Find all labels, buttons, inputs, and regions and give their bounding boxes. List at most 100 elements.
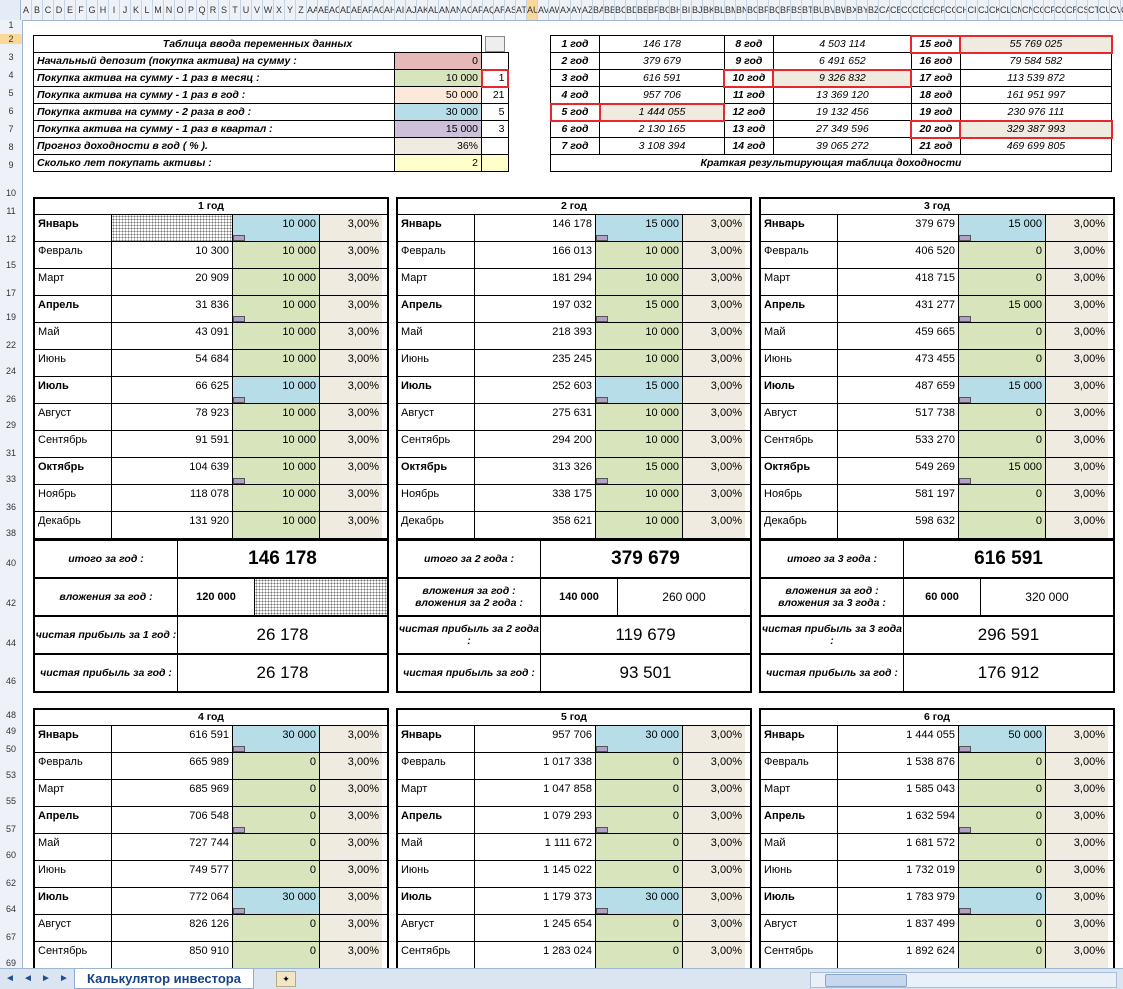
month-purchase-amount[interactable]: 0 <box>959 942 1046 968</box>
row-header[interactable]: 6 <box>8 106 14 116</box>
month-rate[interactable]: 3,00% <box>1046 915 1108 941</box>
column-header[interactable]: AF <box>362 0 373 20</box>
column-header[interactable]: BM <box>725 0 736 20</box>
column-header[interactable]: AA <box>307 0 318 20</box>
month-purchase-amount[interactable]: 10 000 <box>233 269 320 295</box>
month-rate[interactable]: 3,00% <box>320 512 382 538</box>
column-header[interactable]: BE <box>637 0 648 20</box>
month-purchase-amount[interactable]: 10 000 <box>233 242 320 268</box>
month-balance[interactable]: 487 659 <box>838 377 959 403</box>
month-purchase-amount[interactable]: 0 <box>596 753 683 779</box>
month-purchase-amount[interactable]: 10 000 <box>596 485 683 511</box>
month-purchase-amount[interactable]: 0 <box>959 512 1046 538</box>
row-header[interactable]: 60 <box>5 850 16 860</box>
row-header[interactable]: 2 <box>0 34 22 44</box>
column-header[interactable]: BK <box>703 0 714 20</box>
month-balance[interactable]: 1 111 672 <box>475 834 596 860</box>
column-header[interactable]: BD <box>626 0 637 20</box>
row-header[interactable]: 33 <box>5 474 16 484</box>
month-rate[interactable]: 3,00% <box>320 350 382 376</box>
month-purchase-amount[interactable]: 10 000 <box>596 323 683 349</box>
month-purchase-amount[interactable]: 0 <box>959 323 1046 349</box>
column-header[interactable]: X <box>274 0 285 20</box>
row-header[interactable]: 50 <box>5 744 16 754</box>
column-header[interactable]: H <box>98 0 109 20</box>
month-purchase-amount[interactable]: 15 000 <box>959 377 1046 403</box>
month-purchase-amount[interactable]: 0 <box>596 834 683 860</box>
row-header[interactable]: 29 <box>5 420 16 430</box>
row-header[interactable]: 8 <box>8 142 14 152</box>
investment-total-value[interactable]: 320 000 <box>1025 590 1069 604</box>
column-header[interactable]: BG <box>659 0 670 20</box>
month-balance[interactable]: 616 591 <box>112 726 233 752</box>
month-purchase-amount[interactable]: 15 000 <box>959 296 1046 322</box>
month-purchase-amount[interactable]: 10 000 <box>233 323 320 349</box>
row-header[interactable]: 53 <box>5 770 16 780</box>
row-header[interactable]: 11 <box>6 206 16 216</box>
month-rate[interactable]: 3,00% <box>1046 377 1108 403</box>
column-header[interactable]: C <box>43 0 54 20</box>
month-rate[interactable]: 3,00% <box>683 458 745 484</box>
month-purchase-amount[interactable]: 15 000 <box>959 458 1046 484</box>
month-balance[interactable]: 338 175 <box>475 485 596 511</box>
column-header[interactable]: BH <box>670 0 681 20</box>
month-purchase-amount[interactable]: 0 <box>233 834 320 860</box>
month-balance[interactable]: 1 444 055 <box>838 726 959 752</box>
row-header[interactable]: 67 <box>5 932 16 942</box>
row-header[interactable]: 3 <box>8 52 14 62</box>
column-header[interactable]: AP <box>472 0 483 20</box>
column-header[interactable]: CA <box>879 0 890 20</box>
column-header[interactable]: AL <box>428 0 439 20</box>
column-header[interactable]: AC <box>329 0 340 20</box>
column-header[interactable]: Y <box>285 0 296 20</box>
column-header[interactable]: CB <box>890 0 901 20</box>
row-header[interactable]: 44 <box>5 638 16 648</box>
column-header[interactable]: J <box>120 0 131 20</box>
column-header[interactable]: AZ <box>582 0 593 20</box>
row-header[interactable]: 40 <box>5 558 16 568</box>
month-rate[interactable]: 3,00% <box>320 942 382 968</box>
column-header[interactable]: AR <box>494 0 505 20</box>
month-rate[interactable]: 3,00% <box>320 780 382 806</box>
input-extra-cell[interactable] <box>481 52 509 70</box>
total-value[interactable]: 379 679 <box>611 548 680 569</box>
row-header[interactable]: 17 <box>5 288 16 298</box>
column-header[interactable]: AU <box>527 0 538 20</box>
month-purchase-amount[interactable]: 10 000 <box>233 431 320 457</box>
month-purchase-amount[interactable]: 10 000 <box>596 431 683 457</box>
month-rate[interactable]: 3,00% <box>320 269 382 295</box>
column-header[interactable]: V <box>252 0 263 20</box>
column-header[interactable]: Q <box>197 0 208 20</box>
month-balance[interactable]: 533 270 <box>838 431 959 457</box>
month-balance[interactable]: 706 548 <box>112 807 233 833</box>
month-rate[interactable]: 3,00% <box>683 350 745 376</box>
row-header[interactable]: 19 <box>5 312 16 322</box>
month-purchase-amount[interactable]: 15 000 <box>596 296 683 322</box>
month-balance[interactable]: 131 920 <box>112 512 233 538</box>
column-header[interactable]: F <box>76 0 87 20</box>
column-header[interactable]: AO <box>461 0 472 20</box>
column-header[interactable]: CW <box>1121 0 1123 20</box>
month-rate[interactable]: 3,00% <box>1046 269 1108 295</box>
month-rate[interactable]: 3,00% <box>1046 834 1108 860</box>
month-purchase-amount[interactable]: 0 <box>959 888 1046 914</box>
row-header[interactable]: 22 <box>5 340 16 350</box>
insert-sheet-icon[interactable]: ✦ <box>276 971 296 987</box>
row-header[interactable]: 62 <box>5 878 16 888</box>
column-header[interactable]: AM <box>439 0 450 20</box>
month-purchase-amount[interactable]: 0 <box>233 861 320 887</box>
row-header[interactable]: 57 <box>5 824 16 834</box>
month-balance[interactable]: 252 603 <box>475 377 596 403</box>
column-header[interactable]: D <box>54 0 65 20</box>
month-rate[interactable]: 3,00% <box>683 726 745 752</box>
column-header[interactable]: CE <box>923 0 934 20</box>
input-value-cell[interactable]: 0 <box>394 52 482 70</box>
month-rate[interactable]: 3,00% <box>1046 753 1108 779</box>
month-balance[interactable]: 749 577 <box>112 861 233 887</box>
row-header[interactable]: 46 <box>5 676 16 686</box>
column-header[interactable]: AT <box>516 0 527 20</box>
month-purchase-amount[interactable]: 10 000 <box>596 404 683 430</box>
month-balance[interactable]: 1 681 572 <box>838 834 959 860</box>
investment-year-value[interactable]: 60 000 <box>904 579 981 615</box>
row-header[interactable]: 4 <box>8 70 14 80</box>
